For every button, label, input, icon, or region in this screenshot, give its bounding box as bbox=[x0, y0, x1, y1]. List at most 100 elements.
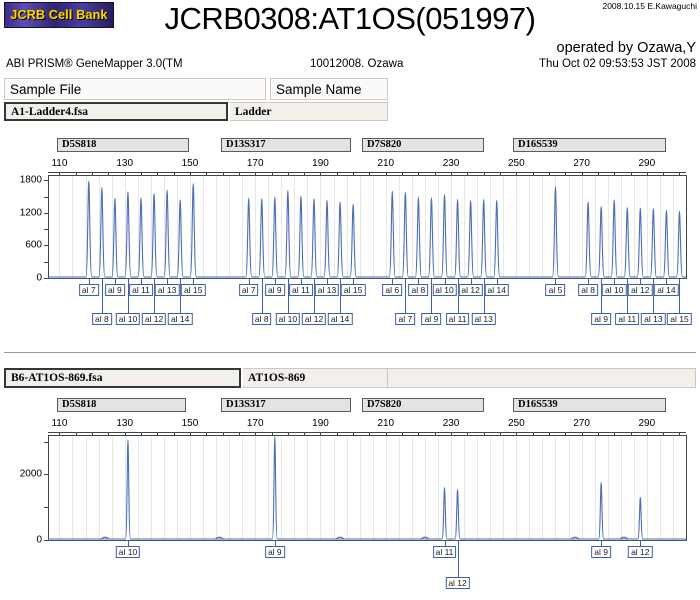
grid-line bbox=[333, 436, 335, 540]
allele-label[interactable]: al 14 bbox=[327, 313, 353, 325]
grid-line bbox=[437, 436, 439, 540]
sample-file-row-1[interactable]: A1-Ladder4.fsa bbox=[4, 102, 228, 121]
marker-bar-d13s317-p2: D13S317 bbox=[221, 398, 351, 412]
axis-tick bbox=[434, 432, 436, 437]
grid-line bbox=[529, 176, 531, 278]
y-axis-label: 2000 bbox=[19, 468, 42, 480]
allele-label[interactable]: al 12 bbox=[445, 577, 470, 589]
axis-tick bbox=[271, 432, 273, 437]
y-axis-minor-tick bbox=[44, 441, 48, 443]
allele-label[interactable]: al 7 bbox=[395, 313, 416, 325]
allele-label[interactable]: al 8 bbox=[91, 313, 112, 325]
sample-file-row-2[interactable]: B6-AT1OS-869.fsa bbox=[4, 368, 241, 388]
y-axis-minor-tick bbox=[44, 229, 48, 231]
axis-tick-label: 170 bbox=[246, 418, 264, 429]
allele-label[interactable]: al 11 bbox=[129, 284, 153, 296]
allele-leader-line bbox=[418, 278, 420, 284]
allele-label[interactable]: al 8 bbox=[408, 284, 429, 296]
grid-line bbox=[503, 176, 505, 278]
document-stamp: 2008.10.15 E.Kawaguchi bbox=[602, 1, 697, 11]
marker-bar-d16s539-p1: D16S539 bbox=[513, 138, 666, 152]
grid-line bbox=[163, 176, 165, 278]
allele-label[interactable]: al 14 bbox=[654, 284, 679, 296]
grid-line bbox=[124, 176, 126, 278]
allele-label[interactable]: al 10 bbox=[275, 313, 301, 325]
column-header-sample-file: Sample File bbox=[4, 78, 266, 100]
allele-label[interactable]: al 9 bbox=[105, 284, 125, 296]
allele-label[interactable]: al 12 bbox=[141, 313, 167, 325]
allele-label[interactable]: al 11 bbox=[615, 313, 640, 325]
grid-line bbox=[398, 176, 400, 278]
allele-label[interactable]: al 12 bbox=[628, 546, 653, 558]
allele-label[interactable]: al 7 bbox=[78, 284, 99, 296]
axis-tick-label: 250 bbox=[507, 158, 525, 169]
grid-line bbox=[359, 176, 361, 278]
sample-name-row-1[interactable]: Ladder bbox=[230, 102, 388, 121]
axis-tick-label: 250 bbox=[507, 418, 525, 429]
grid-line bbox=[372, 436, 374, 540]
allele-label[interactable]: al 9 bbox=[264, 546, 285, 558]
grid-line bbox=[490, 436, 492, 540]
allele-label[interactable]: al 12 bbox=[628, 284, 653, 296]
grid-line bbox=[85, 436, 87, 540]
allele-label[interactable]: al 9 bbox=[591, 313, 611, 325]
allele-label[interactable]: al 7 bbox=[238, 284, 259, 296]
grid-line bbox=[477, 436, 479, 540]
allele-leader-line bbox=[588, 278, 590, 284]
allele-label[interactable]: al 15 bbox=[340, 284, 366, 296]
allele-label[interactable]: al 15 bbox=[181, 284, 206, 296]
grid-line bbox=[464, 436, 466, 540]
allele-label[interactable]: al 9 bbox=[421, 313, 442, 325]
grid-line bbox=[633, 436, 635, 540]
allele-label[interactable]: al 9 bbox=[591, 546, 611, 558]
grid-line bbox=[385, 176, 387, 278]
grid-line bbox=[163, 436, 165, 540]
grid-line bbox=[124, 436, 126, 540]
y-axis-tick bbox=[44, 540, 48, 541]
allele-label[interactable]: al 14 bbox=[167, 313, 193, 325]
allele-label[interactable]: al 10 bbox=[601, 284, 627, 296]
allele-label[interactable]: al 15 bbox=[667, 313, 692, 325]
allele-label[interactable]: al 11 bbox=[432, 546, 457, 558]
allele-label[interactable]: al 8 bbox=[578, 284, 598, 296]
allele-label[interactable]: al 8 bbox=[251, 313, 272, 325]
allele-label[interactable]: al 13 bbox=[641, 313, 666, 325]
allele-label[interactable]: al 6 bbox=[382, 284, 403, 296]
allele-leader-line bbox=[431, 278, 433, 313]
grid-line bbox=[398, 436, 400, 540]
allele-label[interactable]: al 13 bbox=[314, 284, 340, 296]
y-axis-label: 1800 bbox=[19, 174, 42, 186]
sample-name-row-2[interactable]: AT1OS-869 bbox=[243, 368, 388, 388]
allele-label[interactable]: al 12 bbox=[301, 313, 327, 325]
allele-label[interactable]: al 13 bbox=[154, 284, 180, 296]
allele-leader-line bbox=[601, 540, 603, 546]
allele-label[interactable]: al 11 bbox=[445, 313, 470, 325]
grid-line bbox=[607, 436, 609, 540]
grid-line bbox=[542, 176, 544, 278]
allele-label[interactable]: al 14 bbox=[484, 284, 509, 296]
marker-bar-d7s820-p1: D7S820 bbox=[362, 138, 484, 152]
grid-line bbox=[424, 436, 426, 540]
allele-label[interactable]: al 5 bbox=[545, 284, 566, 296]
allele-label[interactable]: al 10 bbox=[115, 546, 141, 558]
grid-line bbox=[620, 176, 622, 278]
allele-label[interactable]: al 10 bbox=[432, 284, 457, 296]
allele-leader-line bbox=[274, 278, 276, 284]
axis-tick bbox=[532, 172, 534, 177]
allele-label[interactable]: al 10 bbox=[115, 313, 141, 325]
y-axis-label: 1200 bbox=[19, 207, 42, 219]
grid-line bbox=[568, 436, 570, 540]
axis-tick-label: 190 bbox=[312, 158, 329, 169]
grid-line bbox=[477, 176, 479, 278]
grid-line bbox=[503, 436, 505, 540]
y-axis-minor-tick bbox=[44, 245, 48, 247]
allele-label[interactable]: al 12 bbox=[458, 284, 483, 296]
axis-tick bbox=[173, 172, 175, 177]
grid-line bbox=[229, 176, 231, 278]
allele-label[interactable]: al 11 bbox=[289, 284, 313, 296]
allele-label[interactable]: al 13 bbox=[471, 313, 496, 325]
panel-divider bbox=[4, 352, 696, 353]
axis-tick bbox=[402, 172, 404, 177]
allele-label[interactable]: al 9 bbox=[264, 284, 285, 296]
